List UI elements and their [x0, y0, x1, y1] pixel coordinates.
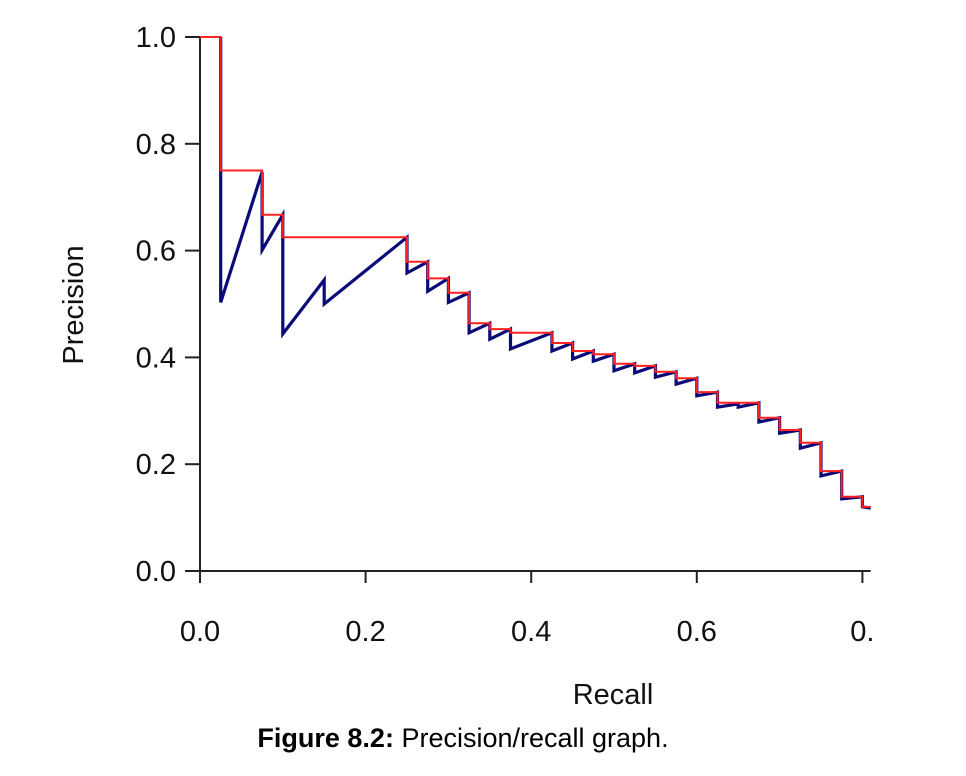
series-group [200, 36, 871, 510]
x-tick-label: 0.6 [677, 616, 717, 648]
y-tick-label: 0.4 [136, 342, 176, 374]
y-axis-title: Precision [58, 245, 90, 364]
y-tick-label: 0.8 [136, 129, 176, 161]
x-tick-label: 0.2 [345, 616, 385, 648]
x-tick-label: 0. [850, 616, 874, 648]
y-tick-label: 1.0 [136, 22, 176, 54]
y-tick-label: 0.6 [136, 236, 176, 268]
x-axis-title: Recall [573, 679, 654, 711]
interpolated-precision-line [200, 36, 871, 508]
figure-caption: Figure 8.2: Precision/recall graph. [0, 723, 926, 754]
x-tick-label: 0.4 [511, 616, 551, 648]
caption-text: Precision/recall graph. [393, 723, 669, 753]
caption-label: Figure 8.2: [257, 723, 394, 753]
x-tick-label: 0.0 [180, 616, 220, 648]
axes: 0.0 0.2 0.4 0.6 0.8 1.0 0.0 0.2 0.4 0.6 0. [136, 22, 875, 648]
y-tick-label: 0.2 [136, 449, 176, 481]
precision-recall-line [219, 37, 871, 510]
y-tick-label: 0.0 [136, 556, 176, 588]
